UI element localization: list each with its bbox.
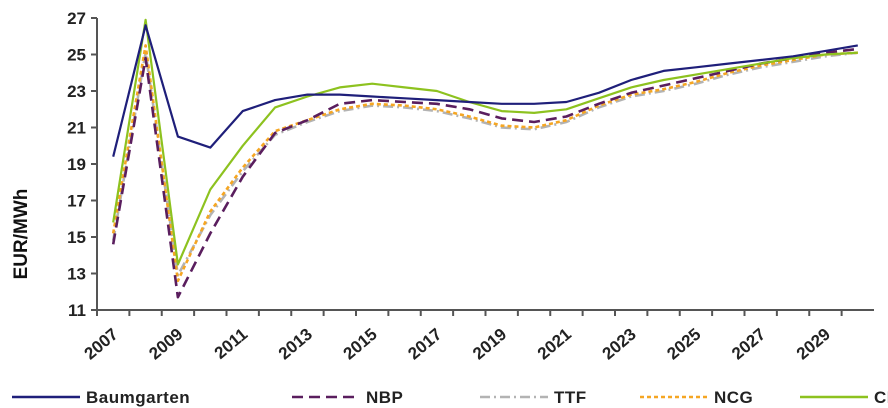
y-tick-label: 11: [68, 301, 86, 320]
series-line-baumgarten: [112, 24, 858, 157]
legend: Baumgarten NBP TTF NCG CEGH: [12, 388, 888, 407]
series-line-ncg: [111, 44, 858, 283]
series-line-cegh: [112, 18, 858, 266]
y-tick-label: 15: [67, 228, 86, 247]
y-tick-label: 19: [67, 155, 86, 174]
x-tick-label: 2025: [663, 325, 704, 364]
y-axis-label: EUR/MWh: [11, 189, 32, 280]
y-axis-ticks: 11 13 15 17 19 21 23 25 27: [67, 9, 97, 320]
y-tick-label: 17: [67, 192, 86, 211]
y-tick-label: 13: [67, 265, 86, 284]
x-tick-label: 2013: [275, 325, 316, 364]
x-tick-label: 2019: [469, 325, 510, 364]
x-tick-label: 2027: [728, 325, 769, 364]
legend-label-baumgarten: Baumgarten: [86, 388, 190, 407]
series-lines: [111, 18, 858, 299]
x-tick-label: 2011: [211, 325, 251, 363]
chart-axes: [96, 18, 874, 311]
series-line-nbp: [111, 47, 858, 299]
x-tick-label: 2023: [599, 325, 640, 364]
legend-label-cegh: CEGH: [874, 388, 888, 407]
y-tick-label: 21: [67, 119, 86, 138]
legend-label-nbp: NBP: [366, 388, 403, 407]
y-tick-label: 23: [67, 82, 86, 101]
y-tick-label: 27: [67, 9, 86, 28]
x-tick-label: 2007: [81, 325, 122, 364]
x-tick-label: 2009: [145, 325, 186, 364]
x-tick-label: 2015: [340, 325, 381, 364]
series-line-ttf: [111, 51, 858, 277]
legend-label-ttf: TTF: [554, 388, 587, 407]
legend-label-ncg: NCG: [714, 388, 753, 407]
x-tick-label: 2029: [793, 325, 834, 364]
x-tick-label: 2021: [534, 325, 575, 364]
y-tick-label: 25: [67, 46, 86, 65]
x-axis-ticks: 2007 2009 2011 2013 2015 2017 2019 2021 2023 2025…: [81, 310, 843, 364]
x-tick-label: 2017: [404, 325, 445, 364]
